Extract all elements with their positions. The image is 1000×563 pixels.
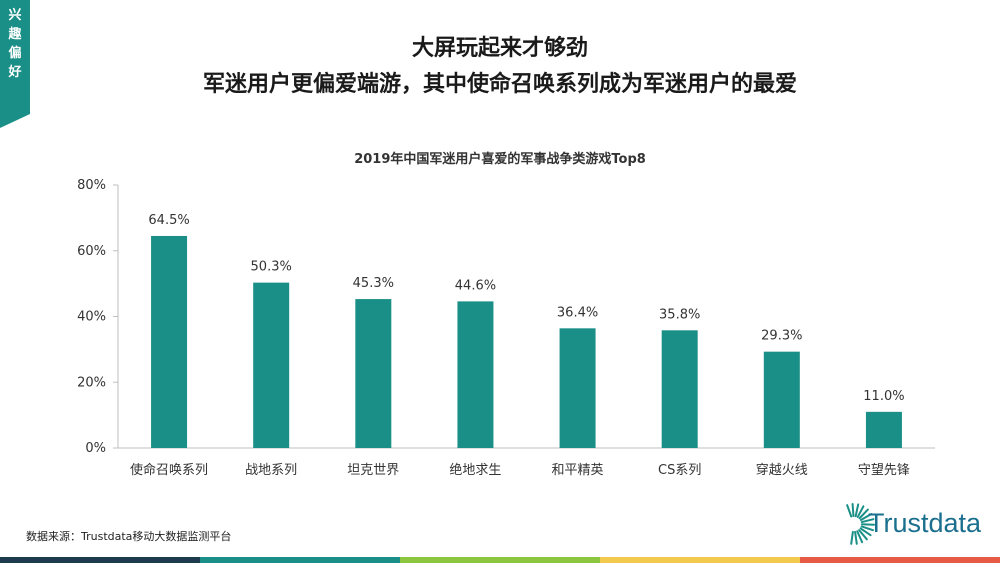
data-source-note: 数据来源：Trustdata移动大数据监测平台 xyxy=(26,530,232,543)
bar xyxy=(661,330,698,448)
section-tab-char: 好 xyxy=(8,65,22,80)
y-tick-label: 60% xyxy=(77,244,106,259)
headline-primary: 大屏玩起来才够劲 xyxy=(411,36,588,61)
bar xyxy=(457,301,494,448)
chart-title: 2019年中国军迷用户喜爱的军事战争类游戏Top8 xyxy=(354,152,646,167)
logo-text: Trustdata xyxy=(868,508,982,538)
section-tab: 兴 趣 偏 好 xyxy=(0,0,30,128)
bar xyxy=(559,328,596,448)
x-tick-label: 穿越火线 xyxy=(756,462,808,478)
bottom-color-strip xyxy=(0,557,1000,563)
y-tick-label: 20% xyxy=(77,375,106,390)
headline-secondary: 军迷用户更偏爱端游，其中使命召唤系列成为军迷用户的最爱 xyxy=(202,72,797,97)
data-label: 35.8% xyxy=(659,307,700,322)
x-tick-label: 守望先锋 xyxy=(858,462,910,478)
x-tick-label: 和平精英 xyxy=(552,463,604,478)
data-label: 44.6% xyxy=(455,278,496,293)
strip-segment xyxy=(0,557,200,563)
data-label: 29.3% xyxy=(761,329,802,344)
data-label: 11.0% xyxy=(863,389,904,404)
data-label: 36.4% xyxy=(557,305,598,320)
y-tick-label: 80% xyxy=(77,178,106,193)
x-tick-label: 绝地求生 xyxy=(449,462,501,478)
bar xyxy=(151,235,188,448)
strip-segment xyxy=(200,557,400,563)
data-label: 64.5% xyxy=(148,213,189,228)
strip-segment xyxy=(600,557,800,563)
y-tick-label: 40% xyxy=(77,310,106,325)
data-label: 50.3% xyxy=(251,260,292,275)
x-tick-label: 坦克世界 xyxy=(347,463,399,478)
section-tab-char: 兴 xyxy=(8,8,22,23)
bar xyxy=(865,411,902,448)
x-tick-label: 战地系列 xyxy=(245,463,297,478)
trustdata-logo-icon xyxy=(846,503,875,545)
strip-segment xyxy=(800,557,1000,563)
bar xyxy=(355,299,392,448)
x-tick-label: CS系列 xyxy=(658,463,701,478)
bar xyxy=(253,282,290,448)
section-tab-char: 偏 xyxy=(8,46,22,61)
data-label: 45.3% xyxy=(353,276,394,291)
x-tick-label: 使命召唤系列 xyxy=(130,462,208,478)
y-tick-label: 0% xyxy=(85,441,106,456)
section-tab-char: 趣 xyxy=(8,27,22,42)
bar xyxy=(763,351,800,448)
strip-segment xyxy=(400,557,600,563)
